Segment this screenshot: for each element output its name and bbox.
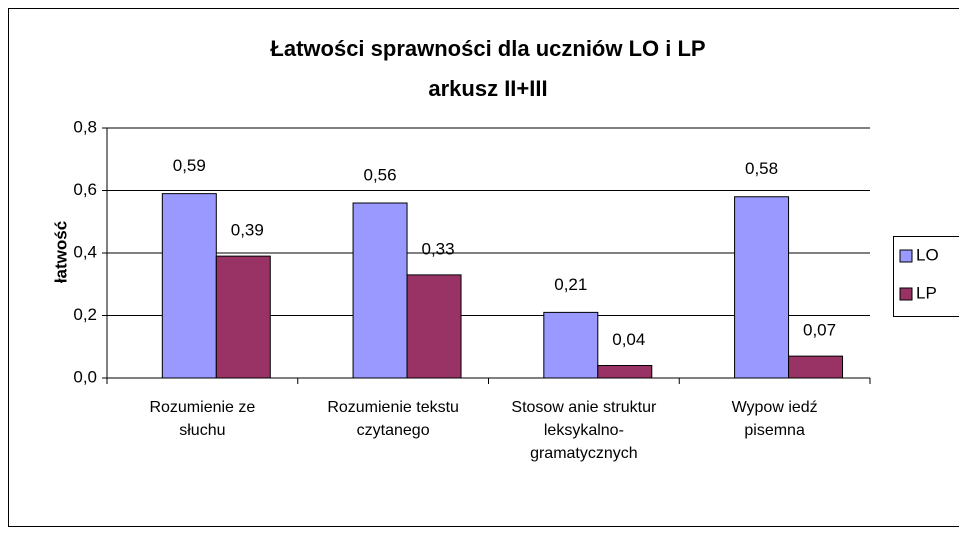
data-label: 0,39 — [231, 221, 264, 240]
bar — [788, 355, 844, 379]
y-tick-label: 0,6 — [73, 180, 97, 199]
chart-title: Łatwości sprawności dla uczniów LO i LP — [270, 36, 705, 61]
legend-label: LP — [916, 283, 937, 302]
bar — [734, 196, 790, 379]
legend-swatch — [899, 249, 913, 263]
x-tick-label: Rozumienie ze słuchu — [149, 399, 256, 439]
bar — [597, 365, 653, 379]
data-label: 0,21 — [554, 275, 587, 294]
x-tick-label: Rozumienie tekstu czytanego — [327, 399, 459, 439]
bar — [215, 255, 271, 379]
bar — [543, 311, 599, 379]
bar — [161, 193, 217, 379]
data-label: 0,59 — [173, 156, 206, 175]
data-label: 0,07 — [803, 321, 836, 340]
legend-swatch — [899, 287, 913, 301]
data-label: 0,56 — [364, 165, 397, 184]
y-tick-label: 0,8 — [73, 117, 97, 136]
bar — [352, 202, 408, 379]
legend-label: LO — [916, 245, 939, 264]
data-label: 0,04 — [612, 330, 645, 349]
bar — [406, 274, 462, 379]
y-tick-label: 0,2 — [73, 305, 97, 324]
y-axis-label: łatwość — [51, 221, 70, 283]
x-tick-label: Stosow anie struktur leksykalno-gramatyc… — [511, 399, 657, 462]
x-tick-label: Wypow iedź pisemna — [731, 399, 818, 439]
y-tick-label: 0,4 — [73, 242, 97, 261]
data-label: 0,33 — [421, 239, 454, 258]
data-label: 0,58 — [745, 159, 778, 178]
y-tick-label: 0,0 — [73, 367, 97, 386]
chart-title: arkusz II+III — [428, 76, 547, 101]
